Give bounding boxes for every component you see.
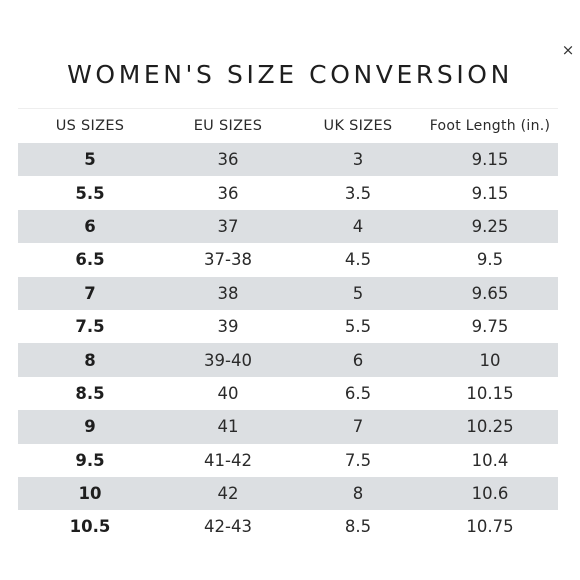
cell-eu-size: 36 <box>217 150 239 170</box>
table-row: 5.5 36 3.5 9.15 <box>18 176 558 210</box>
cell-foot-length: 10.75 <box>466 517 514 537</box>
table-row: 6.5 37-38 4.5 9.5 <box>18 243 558 277</box>
cell-eu-size: 39-40 <box>204 350 252 370</box>
cell-eu-size: 39 <box>217 317 239 337</box>
cell-eu-size: 41 <box>217 417 239 437</box>
cell-uk-size: 6 <box>352 350 364 370</box>
cell-foot-length: 9.25 <box>471 216 509 236</box>
table-row: 8.5 40 6.5 10.15 <box>18 376 558 411</box>
table-header-row: US SIZES EU SIZES UK SIZES Foot Length (… <box>18 108 558 143</box>
cell-foot-length: 10.25 <box>466 417 514 437</box>
table-row: 7.5 39 5.5 9.75 <box>18 309 558 344</box>
cell-eu-size: 37-38 <box>204 250 252 270</box>
cell-us-size: 7 <box>84 283 96 303</box>
cell-foot-length: 9.65 <box>471 283 509 303</box>
table-row: 10.5 42-43 8.5 10.75 <box>18 510 558 544</box>
cell-uk-size: 8 <box>352 484 364 504</box>
cell-foot-length: 10.4 <box>471 450 509 470</box>
table-row: 9 41 7 10.25 <box>18 410 558 444</box>
cell-uk-size: 8.5 <box>344 517 372 537</box>
cell-foot-length: 9.5 <box>476 250 504 270</box>
header-uk-sizes: UK SIZES <box>323 118 393 134</box>
cell-uk-size: 6.5 <box>344 383 372 403</box>
cell-us-size: 9.5 <box>75 450 105 470</box>
header-foot-length: Foot Length (in.) <box>429 118 551 134</box>
table-row: 8 39-40 6 10 <box>18 343 558 377</box>
size-conversion-table: US SIZES EU SIZES UK SIZES Foot Length (… <box>18 108 558 544</box>
cell-us-size: 10.5 <box>69 517 111 537</box>
cell-us-size: 6.5 <box>75 250 105 270</box>
cell-uk-size: 3 <box>352 150 364 170</box>
cell-uk-size: 4 <box>352 216 364 236</box>
cell-us-size: 5 <box>84 150 96 170</box>
cell-foot-length: 9.15 <box>471 150 509 170</box>
cell-uk-size: 5 <box>352 283 364 303</box>
cell-foot-length: 9.75 <box>471 317 509 337</box>
cell-eu-size: 42-43 <box>204 517 252 537</box>
cell-us-size: 7.5 <box>75 317 105 337</box>
cell-uk-size: 7 <box>352 417 364 437</box>
cell-uk-size: 7.5 <box>344 450 372 470</box>
cell-eu-size: 41-42 <box>204 450 252 470</box>
cell-eu-size: 40 <box>217 383 239 403</box>
table-row: 10 42 8 10.6 <box>18 476 558 511</box>
cell-eu-size: 38 <box>217 283 239 303</box>
table-row: 7 38 5 9.65 <box>18 276 558 310</box>
close-icon[interactable]: × <box>561 41 575 59</box>
header-eu-sizes: EU SIZES <box>193 118 263 134</box>
cell-foot-length: 10.6 <box>471 484 509 504</box>
cell-uk-size: 5.5 <box>344 317 372 337</box>
table-row: 9.5 41-42 7.5 10.4 <box>18 443 558 477</box>
table-row: 6 37 4 9.25 <box>18 209 558 244</box>
table-row: 5 36 3 9.15 <box>18 143 558 177</box>
cell-uk-size: 3.5 <box>344 183 372 203</box>
cell-us-size: 8.5 <box>75 383 105 403</box>
cell-foot-length: 10 <box>479 350 501 370</box>
cell-us-size: 5.5 <box>75 183 105 203</box>
cell-us-size: 9 <box>84 417 96 437</box>
cell-uk-size: 4.5 <box>344 250 372 270</box>
cell-eu-size: 42 <box>217 484 239 504</box>
cell-us-size: 10 <box>78 484 102 504</box>
cell-eu-size: 37 <box>217 216 239 236</box>
cell-us-size: 6 <box>84 216 96 236</box>
cell-foot-length: 9.15 <box>471 183 509 203</box>
page-title: WOMEN'S SIZE CONVERSION <box>67 60 513 89</box>
cell-us-size: 8 <box>84 350 96 370</box>
cell-foot-length: 10.15 <box>466 383 514 403</box>
cell-eu-size: 36 <box>217 183 239 203</box>
header-us-sizes: US SIZES <box>55 118 125 134</box>
table-body: 5 36 3 9.15 5.5 36 3.5 9.15 6 37 4 9.25 6.5 37-38 4.5 9… <box>18 143 558 544</box>
